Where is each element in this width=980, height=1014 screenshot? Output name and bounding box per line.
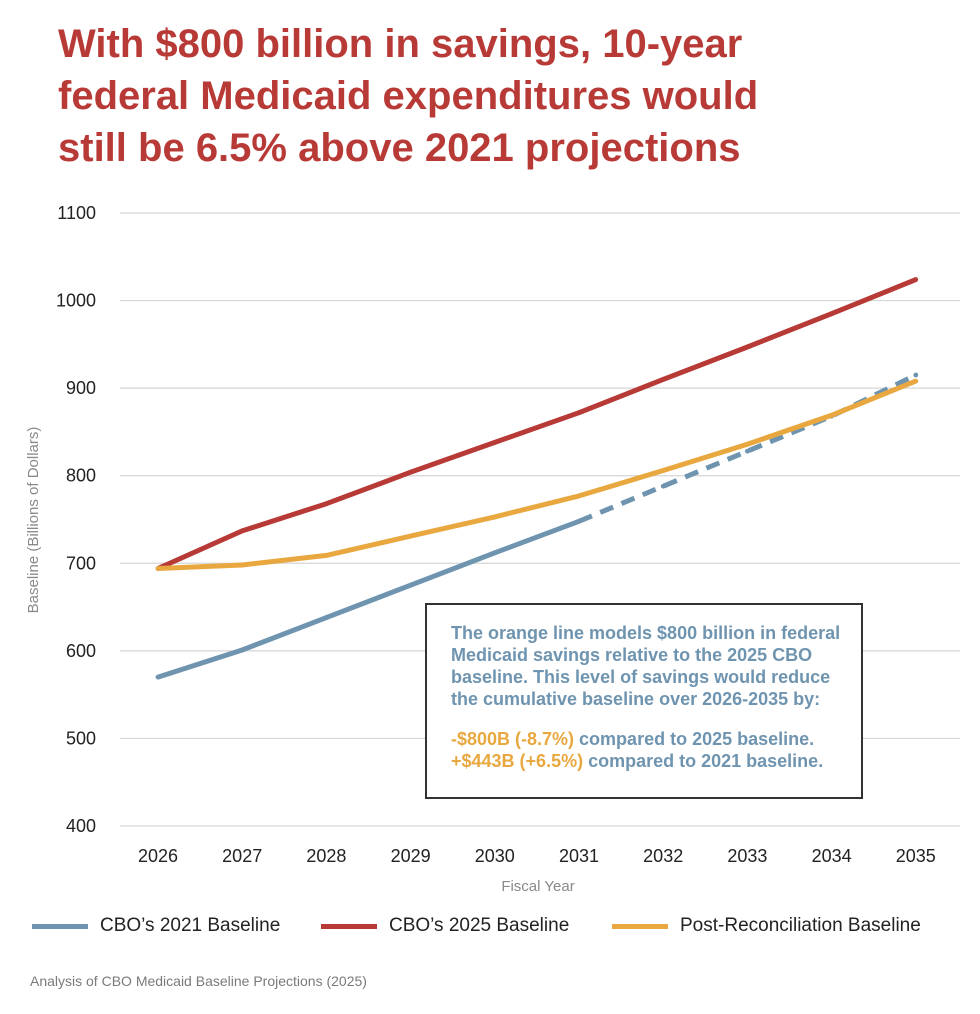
point-post-reconciliation-baseline-2035 [913, 378, 919, 384]
y-tick-900: 900 [66, 378, 96, 398]
point-cbo-s-2025-baseline-2032 [660, 376, 666, 382]
series-line-cbo-s-2021-baseline-solid [157, 518, 580, 680]
point-cbo-s-2025-baseline-2033 [745, 344, 750, 350]
x-tick-2029: 2029 [391, 846, 431, 866]
point-cbo-s-2021-baseline-2035 [913, 372, 919, 378]
x-axis-label: Fiscal Year [501, 878, 574, 895]
series-line-cbo-s-2021-baseline-projected [578, 372, 917, 524]
annotation-line-2: +$443B (+6.5%) compared to 2021 baseline… [451, 750, 841, 772]
x-tick-2027: 2027 [222, 846, 262, 866]
point-post-reconciliation-baseline-2028 [324, 553, 329, 558]
x-tick-2035: 2035 [896, 846, 936, 866]
point-cbo-s-2021-baseline-2030 [492, 550, 498, 556]
annotation-line-1: -$800B (-8.7%) compared to 2025 baseline… [451, 728, 841, 750]
title-line-3: still be 6.5% above 2021 projections [58, 126, 741, 170]
point-cbo-s-2021-baseline-2032 [660, 483, 666, 489]
x-tick-2032: 2032 [643, 846, 683, 866]
y-tick-1000: 1000 [56, 291, 96, 311]
point-cbo-s-2025-baseline-2027 [239, 528, 245, 534]
point-cbo-s-2021-baseline-2027 [239, 647, 245, 653]
point-cbo-s-2021-baseline-2033 [745, 448, 750, 454]
y-tick-1100: 1100 [57, 203, 96, 223]
point-cbo-s-2021-baseline-2031 [576, 518, 582, 524]
y-tick-800: 800 [66, 466, 96, 486]
x-tick-2026: 2026 [138, 846, 178, 866]
legend-label-post-reconciliation: Post-Reconciliation Baseline [680, 915, 921, 936]
point-post-reconciliation-baseline-2032 [660, 468, 666, 473]
series-lines [155, 277, 919, 680]
legend-item-cbo-2025: CBO’s 2025 Baseline [321, 915, 569, 937]
x-tick-2034: 2034 [812, 846, 852, 866]
legend-label-cbo-2021: CBO’s 2021 Baseline [100, 915, 281, 936]
point-post-reconciliation-baseline-2030 [492, 514, 498, 520]
y-axis-label: Baseline (Billions of Dollars) [25, 427, 42, 614]
point-cbo-s-2025-baseline-2031 [576, 410, 582, 416]
point-cbo-s-2025-baseline-2034 [829, 311, 834, 317]
legend-item-cbo-2021: CBO’s 2021 Baseline [32, 915, 280, 937]
point-cbo-s-2025-baseline-2030 [492, 440, 498, 445]
x-axis-ticks: 2026 2027 2028 2029 2030 2031 2032 2033 2034 2035 [138, 846, 936, 866]
series-line-post-reconciliation-baseline [157, 378, 917, 571]
point-cbo-s-2021-baseline-2029 [408, 582, 413, 588]
annotation-highlight-1: -$800B (-8.7%) [451, 729, 575, 749]
legend-swatch-cbo-2025 [321, 923, 377, 929]
point-cbo-s-2021-baseline-2028 [324, 615, 329, 620]
annotation-body: The orange line models $800 billion in f… [451, 623, 841, 709]
x-tick-2031: 2031 [559, 846, 599, 866]
chart-title: With $800 billion in savings, 10-year fe… [58, 18, 938, 174]
point-post-reconciliation-baseline-2029 [408, 533, 413, 539]
y-tick-400: 400 [66, 816, 96, 836]
point-post-reconciliation-baseline-2033 [745, 441, 750, 447]
series-line-cbo-s-2025-baseline [156, 277, 917, 571]
x-tick-2033: 2033 [727, 846, 767, 866]
point-post-reconciliation-baseline-2027 [239, 562, 245, 568]
point-post-reconciliation-baseline-2026 [155, 566, 161, 571]
annotation-highlight-2: +$443B (+6.5%) [451, 751, 584, 771]
legend: CBO’s 2021 Baseline CBO’s 2025 Baseline … [32, 915, 972, 945]
point-post-reconciliation-baseline-2034 [829, 412, 834, 418]
legend-label-cbo-2025: CBO’s 2025 Baseline [389, 915, 570, 936]
point-cbo-s-2021-baseline-2026 [155, 674, 161, 680]
point-post-reconciliation-baseline-2031 [576, 493, 582, 499]
annotation-box: The orange line models $800 billion in f… [425, 603, 863, 799]
legend-swatch-cbo-2021 [32, 923, 88, 929]
y-tick-600: 600 [66, 641, 96, 661]
annotation-rest-1: compared to 2025 baseline. [574, 729, 815, 749]
point-cbo-s-2025-baseline-2035 [913, 277, 919, 282]
point-cbo-s-2025-baseline-2029 [408, 469, 413, 475]
y-tick-500: 500 [66, 728, 96, 748]
gridlines [120, 212, 960, 827]
title-line-2: federal Medicaid expenditures would [58, 74, 759, 118]
point-cbo-s-2025-baseline-2028 [324, 501, 329, 507]
title-line-1: With $800 billion in savings, 10-year [58, 22, 743, 66]
y-axis-ticks: 400 500 600 700 800 900 1000 1100 [56, 203, 96, 836]
x-tick-2030: 2030 [475, 846, 515, 866]
annotation-spacer [451, 710, 841, 728]
legend-swatch-post-reconciliation [612, 923, 668, 929]
annotation-rest-2: compared to 2021 baseline. [583, 751, 824, 771]
y-tick-700: 700 [66, 553, 96, 573]
x-tick-2028: 2028 [306, 846, 346, 866]
legend-item-post-reconciliation: Post-Reconciliation Baseline [612, 915, 921, 937]
source-note: Analysis of CBO Medicaid Baseline Projec… [30, 973, 367, 989]
